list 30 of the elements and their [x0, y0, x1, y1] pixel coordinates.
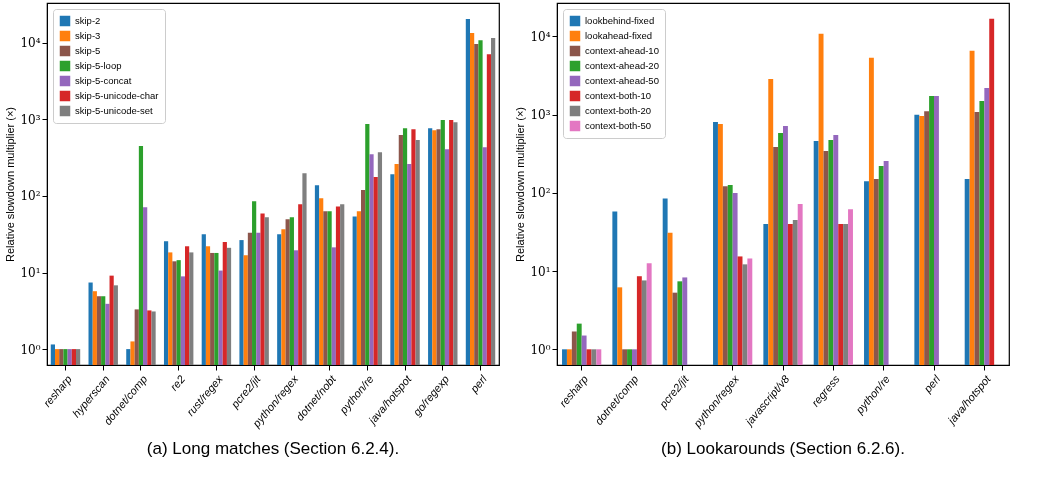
legend-label: skip-5-unicode-set: [75, 105, 153, 116]
y-tick-label: 10²: [20, 189, 41, 204]
y-tick-label: 10⁴: [20, 36, 41, 51]
legend-label: context-both-50: [585, 120, 652, 131]
legend-label: skip-3: [75, 30, 101, 41]
legend-label: context-ahead-10: [585, 45, 659, 56]
y-axis-title: Relative slowdown multiplier (×): [514, 107, 527, 262]
text: (b) Lookarounds (Section 6.2.6).: [661, 438, 905, 458]
legend-label: skip-5-concat: [75, 75, 132, 86]
y-tick-label: 10¹: [20, 266, 41, 280]
legend-label: context-ahead-50: [585, 75, 659, 86]
legend-label: context-ahead-20: [585, 60, 659, 71]
legend-label: skip-5-loop: [75, 60, 122, 71]
y-tick-label: 10³: [530, 108, 551, 123]
y-tick-label: 10³: [20, 112, 41, 127]
legend-label: lookahead-fixed: [585, 30, 653, 41]
legend-label: skip-2: [75, 15, 101, 26]
legend-label: skip-5: [75, 45, 101, 56]
y-tick-label: 10¹: [530, 264, 551, 279]
legend-label: context-both-10: [585, 90, 652, 101]
legend-label: context-both-20: [585, 105, 652, 116]
y-tick-label: 10⁰: [530, 342, 551, 357]
y-tick-label: 10⁴: [530, 29, 551, 44]
y-axis-title: Relative slowdown multiplier (×): [4, 107, 17, 262]
legend-label: skip-5-unicode-char: [75, 90, 159, 101]
x-tick-label: re2: [167, 372, 188, 393]
text: (a) Long matches (Section 6.2.4).: [146, 438, 400, 458]
y-tick-label: 10⁰: [20, 342, 41, 357]
legend-label: lookbehind-fixed: [585, 15, 655, 26]
y-tick-label: 10²: [530, 186, 551, 201]
